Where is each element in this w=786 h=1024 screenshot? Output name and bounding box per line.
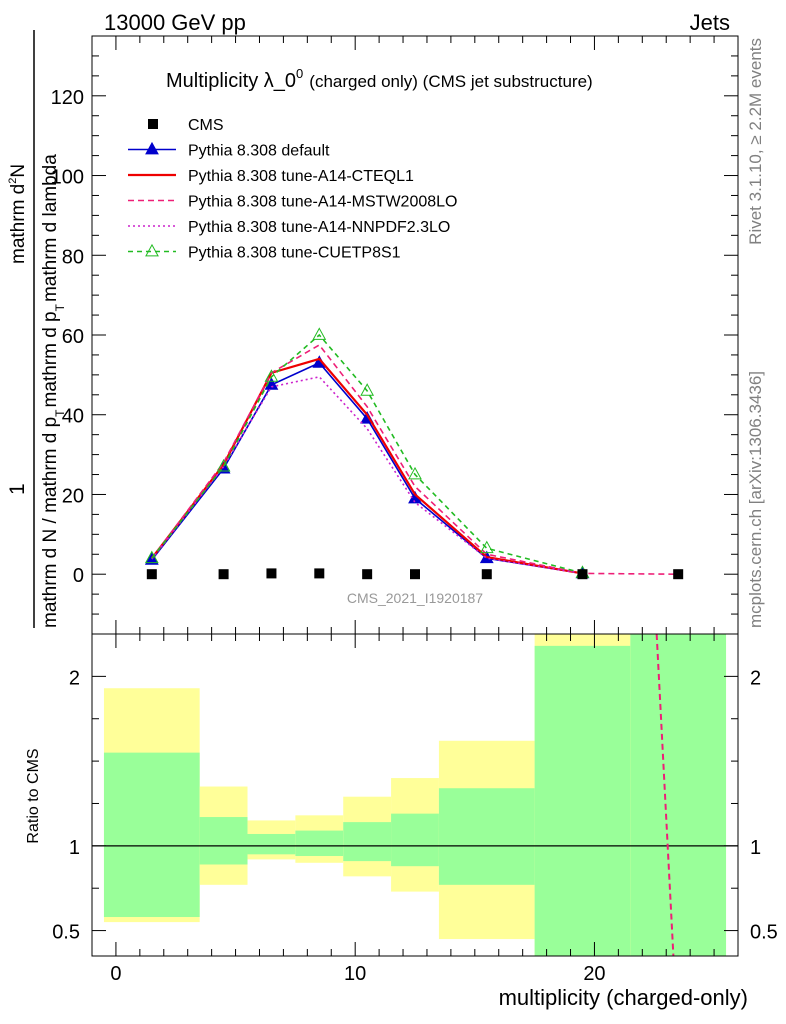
- ratio-band-inner: [534, 645, 631, 956]
- xtick-label: 0: [110, 963, 121, 985]
- xtick-label: 10: [344, 963, 366, 985]
- ratio-band-inner: [343, 822, 392, 862]
- ylabel-numerator-one: 1: [6, 483, 29, 495]
- main-ytick-label: 0: [73, 565, 84, 587]
- rivet-label: Rivet 3.1.10, ≥ 2.2M events: [746, 38, 765, 245]
- xtick-label: 20: [583, 963, 605, 985]
- main-ytick-label: 40: [62, 406, 84, 428]
- legend-label-4: Pythia 8.308 tune-CUETP8S1: [188, 245, 401, 262]
- legend-label-1: Pythia 8.308 tune-A14-CTEQL1: [188, 168, 414, 185]
- cms-data-point: [362, 569, 373, 580]
- ratio-band-inner: [295, 830, 344, 857]
- ratio-ytick-label: 0.5: [52, 922, 80, 944]
- process-label: Jets: [690, 10, 730, 35]
- legend: CMS Pythia 8.308 default Pythia 8.308 tune…: [128, 117, 457, 262]
- main-y-axis-label: 1 mathrm d2N mathrm d N / mathrm d pTmat…: [6, 30, 67, 628]
- ratio-ytick-label-right: 2: [750, 667, 761, 689]
- series-marker-4: [360, 383, 375, 396]
- series-marker-4: [144, 550, 159, 564]
- series-line-0: [151, 361, 583, 575]
- cms-data-point: [266, 568, 277, 579]
- legend-cms-marker: [148, 119, 158, 129]
- legend-label-3: Pythia 8.308 tune-A14-NNPDF2.3LO: [188, 219, 450, 236]
- cms-data-point: [146, 569, 157, 580]
- ratio-ytick-label-right: 1: [750, 837, 761, 859]
- ratio-y-axis-label: Ratio to CMS: [25, 748, 42, 843]
- cms-data-point: [218, 569, 229, 580]
- cms-data-point: [314, 568, 325, 579]
- ratio-line-0: [655, 633, 675, 957]
- legend-label-0: Pythia 8.308 default: [188, 143, 330, 160]
- ratio-panel: 0.5 0.51 12 20 10 20: [52, 633, 778, 985]
- ratio-band-inner: [247, 833, 296, 855]
- legend-label-2: Pythia 8.308 tune-A14-MSTW2008LO: [188, 194, 457, 211]
- ylabel-denominator: mathrm d N / mathrm d pTmathrm d pTmathr…: [40, 154, 67, 628]
- legend-cms-label: CMS: [188, 117, 224, 134]
- ratio-band-inner: [103, 752, 200, 918]
- ratio-ytick-label: 2: [69, 667, 80, 689]
- series-marker-4: [479, 540, 494, 554]
- ratio-band-inner: [199, 817, 248, 865]
- analysis-watermark: CMS_2021_I1920187: [347, 590, 483, 606]
- main-ytick-label: 120: [51, 87, 84, 109]
- series-marker-4: [312, 327, 327, 340]
- legend-marker-0: [145, 141, 159, 155]
- mcplots-label: mcplots.cern.ch [arXiv:1306.3436]: [746, 371, 765, 628]
- cms-data-point: [481, 569, 492, 580]
- main-ytick-label: 60: [62, 326, 84, 348]
- energy-label: 13000 GeV pp: [104, 10, 246, 35]
- series-marker-4: [216, 458, 231, 472]
- cms-data-point: [673, 569, 684, 580]
- ratio-band-inner: [391, 813, 439, 867]
- series-line-2: [151, 343, 679, 575]
- main-panel: 0 20 40 60 80 100 120: [51, 36, 738, 634]
- ratio-ytick-label-right: 0.5: [750, 922, 778, 944]
- ratio-band-inner: [630, 634, 727, 956]
- ratio-band-inner: [438, 788, 535, 885]
- ratio-ytick-label: 1: [69, 837, 80, 859]
- cms-data-point: [577, 569, 588, 580]
- main-ytick-label: 80: [62, 246, 84, 268]
- series-marker-4: [264, 369, 279, 382]
- series-line-4: [151, 333, 583, 574]
- cms-data-point: [410, 569, 420, 580]
- ratio-frame: [91, 633, 739, 957]
- legend-marker-4: [145, 243, 159, 257]
- main-ytick-label: 100: [51, 167, 84, 189]
- series-marker-4: [408, 466, 422, 480]
- x-axis-label: multiplicity (charged-only): [499, 985, 748, 1010]
- ylabel-numerator-d2n: mathrm d2N: [7, 164, 29, 264]
- main-ytick-label: 20: [62, 485, 84, 507]
- chart-title: Multiplicity λ_00 (charged only) (CMS jet…: [166, 66, 593, 92]
